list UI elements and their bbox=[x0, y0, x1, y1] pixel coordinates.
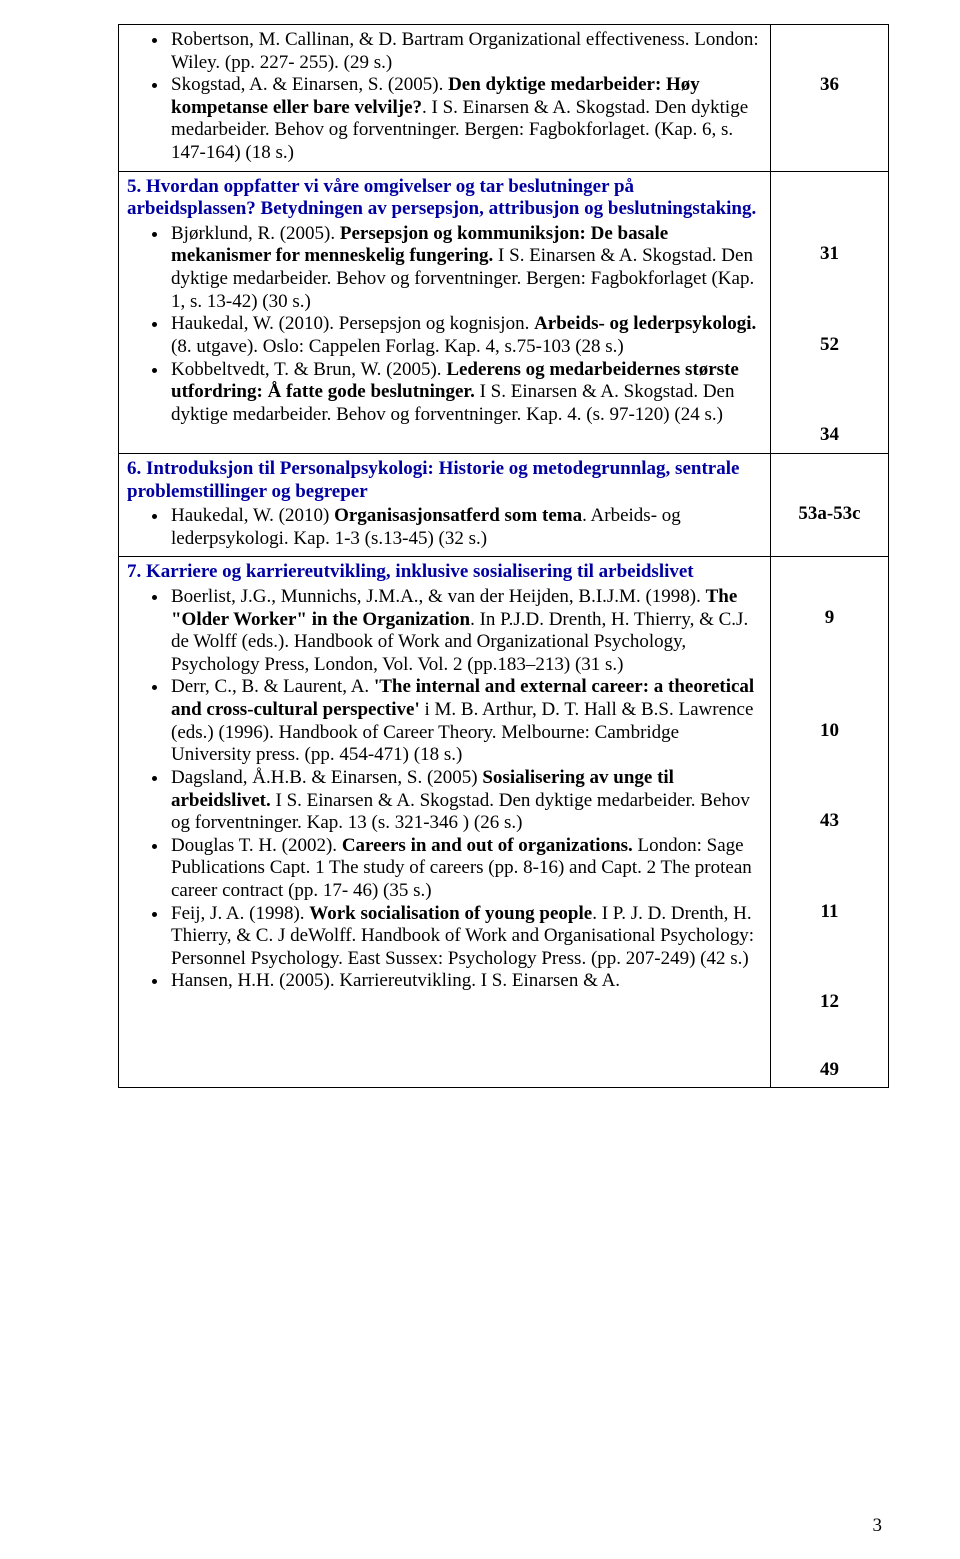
num bbox=[779, 481, 880, 504]
reference-item: Kobbeltvedt, T. & Brun, W. (2005). Leder… bbox=[169, 359, 762, 427]
num bbox=[779, 379, 880, 402]
table-row: 5. Hvordan oppfatter vi våre omgivelser … bbox=[119, 171, 889, 453]
num bbox=[779, 855, 880, 878]
ref-text-pre: Haukedal, W. (2010). Persepsjon og kogni… bbox=[171, 313, 534, 334]
ref-text-pre: Hansen, H.H. (2005). Karriereutvikling. … bbox=[171, 970, 620, 991]
num bbox=[779, 697, 880, 720]
ref-text-pre: Kobbeltvedt, T. & Brun, W. (2005). bbox=[171, 359, 446, 380]
table-row: Robertson, M. Callinan, & D. Bartram Org… bbox=[119, 25, 889, 172]
reference-item: Bjørklund, R. (2005). Persepsjon og komm… bbox=[169, 223, 762, 313]
num bbox=[779, 833, 880, 856]
document-page: Robertson, M. Callinan, & D. Bartram Org… bbox=[0, 0, 960, 1559]
num bbox=[779, 1036, 880, 1059]
reference-list: Boerlist, J.G., Munnichs, J.M.A., & van … bbox=[127, 586, 762, 993]
num bbox=[779, 878, 880, 901]
ref-text-pre: Dagsland, Å.H.B. & Einarsen, S. (2005) bbox=[171, 767, 482, 788]
num bbox=[779, 176, 880, 199]
ref-text: Robertson, M. Callinan, & D. Bartram Org… bbox=[171, 29, 759, 73]
ref-text-pre: Skogstad, A. & Einarsen, S. (2005). bbox=[171, 74, 448, 95]
num bbox=[779, 266, 880, 289]
reference-item: Boerlist, J.G., Munnichs, J.M.A., & van … bbox=[169, 586, 762, 676]
num bbox=[779, 402, 880, 425]
num: 52 bbox=[779, 334, 880, 357]
content-cell: 5. Hvordan oppfatter vi våre omgivelser … bbox=[119, 171, 771, 453]
content-cell: 6. Introduksjon til Personalpsykologi: H… bbox=[119, 453, 771, 556]
reference-list: Robertson, M. Callinan, & D. Bartram Org… bbox=[127, 29, 762, 165]
num: 12 bbox=[779, 991, 880, 1014]
reference-list: Bjørklund, R. (2005). Persepsjon og komm… bbox=[127, 223, 762, 426]
ref-text-pre: Bjørklund, R. (2005). bbox=[171, 223, 340, 244]
reference-item: Derr, C., B. & Laurent, A. 'The internal… bbox=[169, 676, 762, 766]
number-list: 36 bbox=[779, 29, 880, 97]
reference-item: Haukedal, W. (2010). Persepsjon og kogni… bbox=[169, 313, 762, 358]
num bbox=[779, 946, 880, 969]
num bbox=[779, 923, 880, 946]
table-row: 7. Karriere og karriereutvikling, inklus… bbox=[119, 557, 889, 1088]
num bbox=[779, 289, 880, 312]
number-list: 31 52 34 bbox=[779, 176, 880, 447]
num: 34 bbox=[779, 424, 880, 447]
num: 53a-53c bbox=[779, 503, 880, 526]
num bbox=[779, 674, 880, 697]
num bbox=[779, 561, 880, 584]
num bbox=[779, 765, 880, 788]
num bbox=[779, 629, 880, 652]
num: 9 bbox=[779, 607, 880, 630]
num: 11 bbox=[779, 901, 880, 924]
section-heading: 6. Introduksjon til Personalpsykologi: H… bbox=[127, 458, 762, 503]
num bbox=[779, 742, 880, 765]
section-heading: 5. Hvordan oppfatter vi våre omgivelser … bbox=[127, 176, 762, 221]
ref-title: Arbeids- og lederpsykologi. bbox=[534, 313, 756, 334]
reference-item: Skogstad, A. & Einarsen, S. (2005). Den … bbox=[169, 74, 762, 164]
reference-item: Robertson, M. Callinan, & D. Bartram Org… bbox=[169, 29, 762, 74]
ref-text-pre: Derr, C., B. & Laurent, A. bbox=[171, 676, 374, 697]
num: 10 bbox=[779, 720, 880, 743]
num bbox=[779, 221, 880, 244]
ref-text-pre: Haukedal, W. (2010) bbox=[171, 505, 334, 526]
number-list: 53a-53c bbox=[779, 458, 880, 526]
num bbox=[779, 311, 880, 334]
reference-item: Dagsland, Å.H.B. & Einarsen, S. (2005) S… bbox=[169, 767, 762, 835]
ref-title: Work socialisation of young people bbox=[309, 903, 592, 924]
ref-text-pre: Douglas T. H. (2002). bbox=[171, 835, 342, 856]
num: 31 bbox=[779, 243, 880, 266]
reading-list-table: Robertson, M. Callinan, & D. Bartram Org… bbox=[118, 24, 889, 1088]
page-number: 3 bbox=[873, 1515, 883, 1537]
num bbox=[779, 788, 880, 811]
num bbox=[779, 29, 880, 52]
ref-text-pre: Feij, J. A. (1998). bbox=[171, 903, 309, 924]
ref-text-post: (8. utgave). Oslo: Cappelen Forlag. Kap.… bbox=[171, 336, 624, 357]
reference-list: Haukedal, W. (2010) Organisasjonsatferd … bbox=[127, 505, 762, 550]
section-heading: 7. Karriere og karriereutvikling, inklus… bbox=[127, 561, 762, 584]
ref-text-pre: Boerlist, J.G., Munnichs, J.M.A., & van … bbox=[171, 586, 706, 607]
num bbox=[779, 652, 880, 675]
num bbox=[779, 52, 880, 75]
number-cell: 31 52 34 bbox=[771, 171, 889, 453]
reference-item: Douglas T. H. (2002). Careers in and out… bbox=[169, 835, 762, 903]
content-cell: Robertson, M. Callinan, & D. Bartram Org… bbox=[119, 25, 771, 172]
table-row: 6. Introduksjon til Personalpsykologi: H… bbox=[119, 453, 889, 556]
num bbox=[779, 584, 880, 607]
number-cell: 36 bbox=[771, 25, 889, 172]
number-cell: 9 10 43 11 bbox=[771, 557, 889, 1088]
reference-item: Feij, J. A. (1998). Work socialisation o… bbox=[169, 903, 762, 971]
num bbox=[779, 1014, 880, 1037]
ref-title: Organisasjonsatferd som tema bbox=[334, 505, 582, 526]
num bbox=[779, 357, 880, 380]
num: 36 bbox=[779, 74, 880, 97]
number-cell: 53a-53c bbox=[771, 453, 889, 556]
num bbox=[779, 968, 880, 991]
num: 43 bbox=[779, 810, 880, 833]
reference-item: Hansen, H.H. (2005). Karriereutvikling. … bbox=[169, 970, 762, 993]
number-list: 9 10 43 11 bbox=[779, 561, 880, 1081]
content-cell: 7. Karriere og karriereutvikling, inklus… bbox=[119, 557, 771, 1088]
num bbox=[779, 458, 880, 481]
ref-title: Careers in and out of organizations. bbox=[342, 835, 633, 856]
reference-item: Haukedal, W. (2010) Organisasjonsatferd … bbox=[169, 505, 762, 550]
num: 49 bbox=[779, 1059, 880, 1082]
num bbox=[779, 198, 880, 221]
